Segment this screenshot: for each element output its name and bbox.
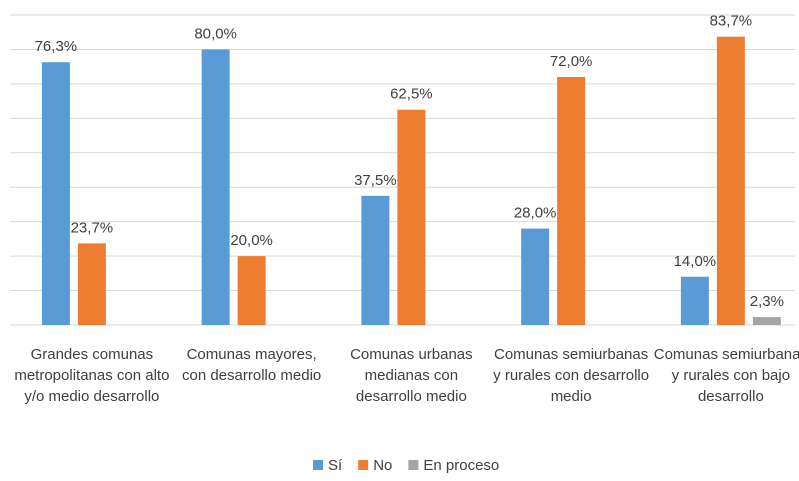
legend-swatch	[408, 460, 419, 470]
x-tick-label: Comunas semiurbanas y rurales con desarr…	[493, 346, 650, 405]
legend-swatch	[313, 460, 323, 470]
bar	[557, 77, 586, 325]
bar	[237, 256, 266, 325]
bar	[397, 109, 426, 325]
x-tick-label: Comunas semiurbanas y rurales con bajo d…	[653, 346, 799, 405]
bar	[752, 317, 781, 325]
data-label: 72,0%	[550, 53, 593, 70]
data-label: 14,0%	[674, 253, 717, 270]
bar	[41, 62, 70, 325]
bar	[680, 276, 709, 325]
legend-label: En proceso	[423, 457, 499, 474]
x-tick-label: Comunas urbanas medianas con desarrollo …	[350, 346, 473, 405]
legend-label: No	[373, 457, 392, 474]
data-label: 2,3%	[750, 293, 784, 310]
x-tick-label: Grandes comunas metropolitanas con alto …	[14, 346, 170, 405]
bar	[716, 36, 745, 325]
data-label: 20,0%	[230, 232, 273, 249]
data-label: 62,5%	[390, 86, 433, 103]
data-label: 76,3%	[35, 38, 78, 55]
data-label: 83,7%	[710, 13, 753, 30]
x-tick-label: Comunas mayores, con desarrollo medio	[182, 346, 322, 384]
data-label: 28,0%	[514, 205, 557, 222]
legend-label: Sí	[328, 457, 343, 474]
data-label: 37,5%	[354, 172, 397, 189]
data-label: 23,7%	[71, 219, 114, 236]
bar	[521, 228, 550, 325]
bar	[201, 49, 230, 325]
legend-swatch	[358, 460, 369, 470]
data-label: 80,0%	[194, 25, 237, 42]
bar	[77, 243, 106, 325]
bar	[361, 195, 390, 325]
